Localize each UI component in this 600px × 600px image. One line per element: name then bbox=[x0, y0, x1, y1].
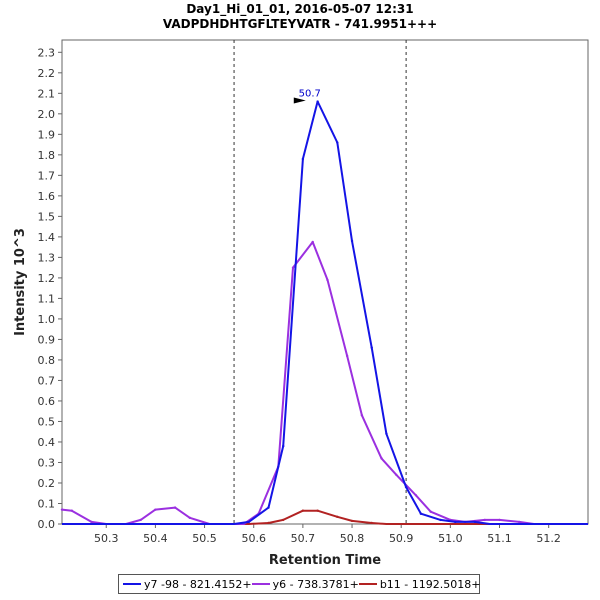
y-tick-label: 1.9 bbox=[38, 128, 56, 141]
legend-swatch-y6 bbox=[251, 583, 270, 585]
series-line-2 bbox=[62, 509, 588, 525]
x-axis: 50.3 50.4 50.5 50.6 50.7 50.8 50.9 51.0 51.1 51.2 bbox=[94, 524, 561, 545]
x-tick-label: 51.1 bbox=[487, 532, 512, 545]
series-point-1 bbox=[380, 457, 383, 460]
plot-background bbox=[61, 39, 589, 525]
y-tick-label: 2.2 bbox=[38, 67, 56, 80]
series-point-2 bbox=[267, 521, 270, 525]
legend-item-b11: b11 - 1192.5018+ bbox=[358, 577, 481, 591]
y-tick-label: 2.3 bbox=[38, 46, 56, 59]
peak-marker-arrow bbox=[293, 97, 306, 104]
series-layer bbox=[60, 100, 588, 525]
y-tick-label: 0.7 bbox=[38, 374, 56, 387]
y-tick-label: 0.4 bbox=[38, 436, 56, 449]
x-tick-label: 50.3 bbox=[94, 532, 119, 545]
series-point-2 bbox=[336, 515, 339, 519]
y-tick-label: 0.1 bbox=[38, 497, 56, 510]
legend-item-y7: y7 -98 - 821.4152+ bbox=[123, 578, 252, 591]
y-tick-label: 1.7 bbox=[38, 169, 56, 182]
series-point-0 bbox=[370, 346, 373, 349]
y-tick-label: 2.1 bbox=[38, 87, 56, 100]
y-tick-label: 0.9 bbox=[38, 333, 56, 346]
series-point-0 bbox=[419, 512, 423, 515]
series-point-1 bbox=[429, 510, 432, 513]
y-tick-label: 0.0 bbox=[38, 518, 56, 531]
series-point-1 bbox=[498, 518, 501, 522]
legend-label-y6: y6 - 738.3781+ bbox=[272, 577, 359, 591]
series-point-2 bbox=[350, 519, 354, 523]
series-line-0 bbox=[62, 100, 588, 525]
y-tick-label: 1.3 bbox=[38, 251, 56, 264]
series-point-1 bbox=[311, 240, 314, 244]
x-tick-label: 50.9 bbox=[389, 532, 414, 545]
series-point-2 bbox=[282, 518, 285, 522]
y-axis-title: Intensity 10^3 bbox=[13, 228, 28, 336]
series-point-1 bbox=[291, 266, 295, 269]
series-point-1 bbox=[517, 520, 521, 524]
x-tick-label: 51.2 bbox=[536, 532, 561, 545]
y-tick-label: 1.1 bbox=[38, 292, 56, 305]
legend-swatch-b11 bbox=[358, 583, 377, 585]
series-point-0 bbox=[316, 100, 319, 103]
legend: y7 -98 - 821.4152+ y6 - 738.3781+ b11 - … bbox=[118, 574, 480, 594]
series-point-2 bbox=[370, 521, 373, 525]
series-point-1 bbox=[360, 414, 364, 417]
series-point-1 bbox=[414, 494, 418, 497]
y-tick-label: 1.0 bbox=[38, 313, 56, 326]
series-point-1 bbox=[345, 354, 349, 358]
y-tick-label: 0.8 bbox=[38, 354, 56, 367]
integration-boundaries bbox=[233, 40, 407, 524]
series-point-2 bbox=[301, 509, 305, 512]
series-point-1 bbox=[139, 518, 142, 522]
series-point-0 bbox=[473, 520, 477, 524]
series-point-0 bbox=[454, 520, 457, 524]
y-tick-label: 0.2 bbox=[38, 477, 56, 490]
y-tick-label: 0.5 bbox=[38, 415, 56, 428]
legend-swatch-y7 bbox=[123, 583, 141, 585]
x-tick-label: 50.7 bbox=[291, 532, 316, 545]
y-tick-label: 1.5 bbox=[38, 210, 56, 223]
x-axis-title: Retention Time bbox=[269, 553, 381, 568]
legend-label-y7: y7 -98 - 821.4152+ bbox=[144, 577, 252, 591]
series-point-0 bbox=[439, 518, 442, 522]
y-tick-label: 1.4 bbox=[38, 231, 56, 244]
series-point-1 bbox=[90, 520, 93, 524]
y-tick-label: 0.3 bbox=[38, 456, 56, 469]
x-tick-label: 50.5 bbox=[192, 532, 217, 545]
series-point-0 bbox=[282, 444, 285, 448]
legend-item-y6: y6 - 738.3781+ bbox=[251, 577, 359, 591]
series-point-0 bbox=[336, 141, 339, 144]
legend-label-b11: b11 - 1192.5018+ bbox=[379, 577, 481, 591]
series-point-0 bbox=[385, 432, 388, 435]
series-point-1 bbox=[154, 508, 157, 511]
series-point-1 bbox=[70, 509, 74, 512]
x-tick-label: 50.8 bbox=[340, 532, 365, 545]
x-tick-label: 51.0 bbox=[438, 532, 463, 545]
y-tick-label: 0.6 bbox=[38, 395, 56, 408]
chart-title-line-2: VADPDHDHTGFLTEYVATR - 741.9951+++ bbox=[162, 17, 438, 31]
series-point-1 bbox=[60, 508, 64, 511]
y-axis: 0.0 0.1 0.2 0.3 0.4 0.5 0.6 0.7 0.8 0.9 1.0 1.1 1.2 1… bbox=[38, 46, 62, 531]
series-point-1 bbox=[326, 278, 329, 282]
series-point-1 bbox=[188, 516, 192, 520]
series-point-0 bbox=[404, 485, 408, 489]
x-tick-label: 50.4 bbox=[143, 532, 168, 545]
peak-annotation-label: 50.7 bbox=[299, 89, 321, 100]
series-point-0 bbox=[350, 239, 354, 243]
series-point-1 bbox=[173, 506, 177, 509]
x-tick-label: 50.6 bbox=[241, 532, 266, 545]
y-tick-label: 1.6 bbox=[38, 190, 56, 203]
annotation-layer: 50.7 bbox=[293, 89, 321, 104]
series-point-2 bbox=[316, 509, 319, 512]
y-tick-label: 2.0 bbox=[38, 108, 56, 121]
chart-title-line-1: Day1_Hi_01_01, 2016-05-07 12:31 bbox=[186, 2, 414, 16]
series-point-0 bbox=[247, 520, 251, 524]
y-tick-label: 1.8 bbox=[38, 149, 56, 162]
series-point-1 bbox=[483, 518, 486, 522]
y-tick-label: 1.2 bbox=[38, 272, 56, 285]
series-point-0 bbox=[301, 157, 305, 161]
series-point-1 bbox=[395, 473, 398, 476]
series-point-0 bbox=[267, 506, 270, 509]
